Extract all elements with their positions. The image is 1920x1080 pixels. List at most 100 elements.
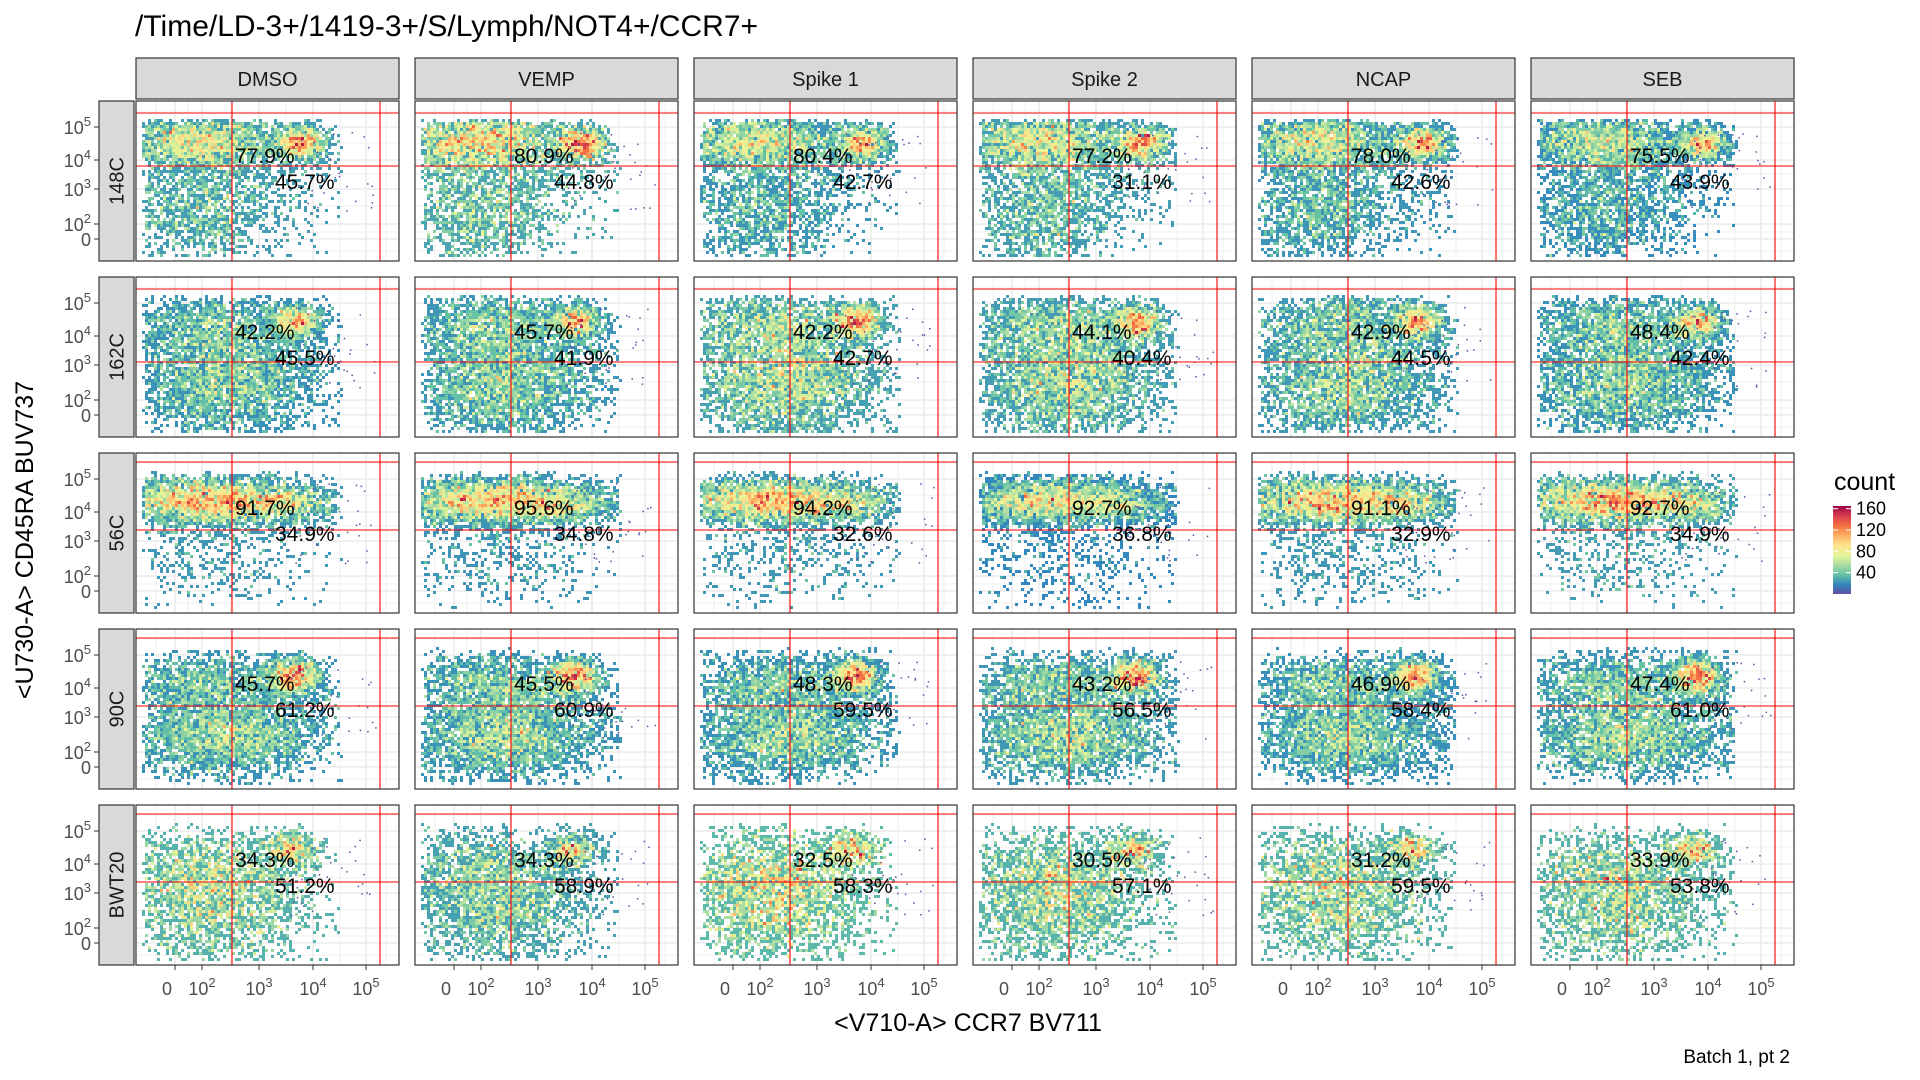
y-tick-label: 105 <box>64 290 91 314</box>
chart-title: /Time/LD-3+/1419-3+/S/Lymph/NOT4+/CCR7+ <box>135 10 758 43</box>
y-tick-label: 104 <box>64 147 91 171</box>
facet-panel: 42.9% 44.5% <box>1251 276 1516 438</box>
facet-panel: 31.2% 59.5% <box>1251 804 1516 966</box>
x-tick-label: 104 <box>1136 975 1163 999</box>
y-tick-label: 103 <box>64 352 91 376</box>
column-strip: DMSO <box>135 57 400 100</box>
lower-percent-label: 58.9% <box>554 875 614 898</box>
lower-percent-label: 43.9% <box>1670 171 1730 194</box>
row-strip: 90C <box>98 628 135 790</box>
x-axis-ticks: 0 102 103 104 105 <box>162 965 380 999</box>
panel-border <box>972 804 1237 966</box>
upper-percent-label: 42.2% <box>793 321 853 344</box>
gate-lines <box>1531 629 1794 789</box>
density-cells <box>142 295 376 433</box>
gate-lines <box>694 277 957 437</box>
x-tick-label: 104 <box>857 975 884 999</box>
facet-panel: 91.7% 34.9% <box>135 452 400 614</box>
upper-percent-label: 78.0% <box>1351 145 1411 168</box>
facet-panel: 45.5% 60.9% <box>414 628 679 790</box>
column-strip-label: NCAP <box>1356 69 1412 91</box>
row-strip-label: 162C <box>107 333 129 381</box>
row-strip-background <box>98 628 135 790</box>
upper-percent-label: 34.3% <box>514 849 574 872</box>
lower-percent-label: 44.8% <box>554 171 614 194</box>
x-tick-label: 0 <box>1557 979 1567 999</box>
gate-lines <box>1252 101 1515 261</box>
panel-border <box>972 276 1237 438</box>
x-tick-label: 102 <box>467 975 494 999</box>
x-tick-label: 0 <box>999 979 1009 999</box>
upper-percent-label: 44.1% <box>1072 321 1132 344</box>
density-cells <box>1537 295 1767 433</box>
y-tick-label: 102 <box>64 211 91 235</box>
lower-percent-label: 59.5% <box>1391 875 1451 898</box>
x-tick-label: 0 <box>441 979 451 999</box>
row-strip: BWT20 <box>98 804 135 966</box>
lower-percent-label: 58.4% <box>1391 699 1451 722</box>
panel-border <box>135 276 400 438</box>
lower-percent-label: 51.2% <box>275 875 335 898</box>
x-tick-label: 102 <box>1583 975 1610 999</box>
density-cells <box>1537 823 1766 961</box>
lower-percent-label: 42.7% <box>833 347 893 370</box>
panel-border <box>414 100 679 262</box>
density-cells <box>700 295 931 433</box>
facet-panel: 42.2% 45.5% <box>135 276 400 438</box>
column-strip-background <box>972 57 1237 100</box>
panel-border <box>414 804 679 966</box>
gate-lines <box>1252 629 1515 789</box>
y-tick-label: 102 <box>64 387 91 411</box>
facet-panel: 77.2% 31.1% <box>972 100 1237 262</box>
density-cells <box>700 119 927 257</box>
gate-lines <box>694 629 957 789</box>
x-tick-label: 102 <box>188 975 215 999</box>
lower-percent-label: 61.2% <box>275 699 335 722</box>
density-cells <box>142 119 374 257</box>
facet-panel: 80.9% 44.8% <box>414 100 679 262</box>
x-axis-ticks: 0 102 103 104 105 <box>1557 965 1775 999</box>
x-axis-ticks: 0 102 103 104 105 <box>999 965 1217 999</box>
density-cells <box>1537 119 1771 257</box>
column-strip-label: VEMP <box>518 69 575 91</box>
facet-panel: 42.2% 42.7% <box>693 276 958 438</box>
panel-border <box>1251 804 1516 966</box>
panel-border <box>693 804 958 966</box>
lower-percent-label: 44.5% <box>1391 347 1451 370</box>
panel-border <box>1530 276 1795 438</box>
x-tick-label: 105 <box>1468 975 1495 999</box>
lower-percent-label: 59.5% <box>833 699 893 722</box>
gate-lines <box>415 277 678 437</box>
y-tick-label: 0 <box>81 758 91 778</box>
row-strip-label: 90C <box>107 691 129 728</box>
upper-percent-label: 45.5% <box>514 673 574 696</box>
lower-percent-label: 56.5% <box>1112 699 1172 722</box>
gate-lines <box>973 453 1236 613</box>
gate-lines <box>1252 805 1515 965</box>
density-cells <box>142 823 371 961</box>
y-tick-label: 0 <box>81 406 91 426</box>
density-cells <box>421 295 649 433</box>
lower-percent-label: 41.9% <box>554 347 614 370</box>
lower-percent-label: 58.3% <box>833 875 893 898</box>
upper-percent-label: 75.5% <box>1630 145 1690 168</box>
y-tick-label: 0 <box>81 582 91 602</box>
panel-border <box>1251 100 1516 262</box>
panel-border <box>1251 628 1516 790</box>
y-tick-label: 105 <box>64 114 91 138</box>
upper-percent-label: 77.9% <box>235 145 295 168</box>
gate-lines <box>1531 453 1794 613</box>
row-strip: 56C <box>98 452 135 614</box>
upper-percent-label: 30.5% <box>1072 849 1132 872</box>
x-tick-label: 103 <box>524 975 551 999</box>
lower-percent-label: 42.4% <box>1670 347 1730 370</box>
x-axis-ticks: 0 102 103 104 105 <box>441 965 659 999</box>
gate-lines <box>136 101 399 261</box>
panel-border <box>1530 100 1795 262</box>
y-tick-label: 102 <box>64 563 91 587</box>
facet-panel: 33.9% 53.8% <box>1530 804 1795 966</box>
density-cells <box>142 471 372 609</box>
x-tick-label: 0 <box>162 979 172 999</box>
